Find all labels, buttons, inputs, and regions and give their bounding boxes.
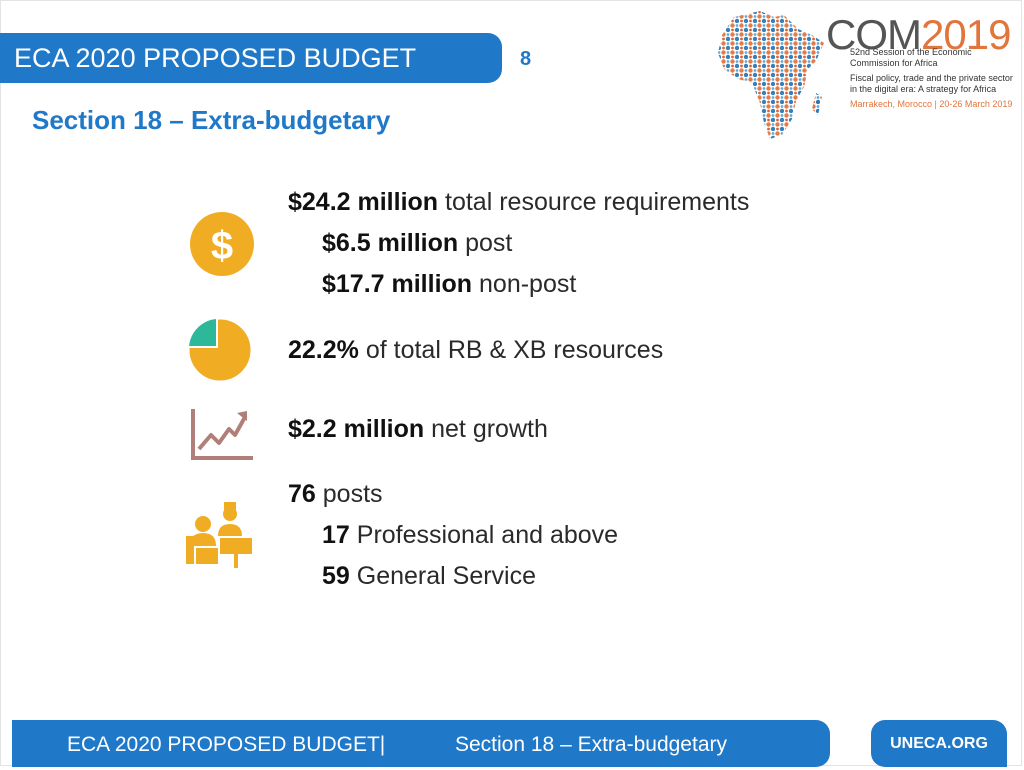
footer-section: Section 18 – Extra-budgetary bbox=[455, 733, 727, 756]
footer-title: ECA 2020 PROPOSED BUDGET| bbox=[67, 733, 386, 756]
growth-row: $2.2 million net growth bbox=[288, 415, 548, 443]
professional-posts-row: 17 Professional and above bbox=[322, 521, 619, 549]
posts-block: 76 posts 17 Professional and above 59 Ge… bbox=[288, 474, 618, 597]
total-posts-row: 76 posts bbox=[288, 480, 383, 508]
nonpost-resources-row: $17.7 million non-post bbox=[322, 270, 577, 298]
pie-chart-icon bbox=[186, 317, 252, 382]
com2019-logo: COM2019 52nd Session of the Economic Com… bbox=[712, 5, 1022, 145]
post-resources-row: $6.5 million post bbox=[322, 229, 513, 257]
com-wordmark: COM2019 bbox=[826, 11, 1011, 58]
africa-map-icon bbox=[718, 11, 824, 139]
session-text: 52nd Session of the Economic Commission … bbox=[850, 47, 972, 68]
svg-text:$: $ bbox=[211, 224, 233, 268]
uneca-link[interactable]: UNECA.ORG bbox=[871, 720, 1007, 767]
page-number: 8 bbox=[520, 48, 532, 70]
growth-chart-icon bbox=[191, 409, 253, 460]
theme-text: Fiscal policy, trade and the private sec… bbox=[850, 73, 1013, 94]
slide-title: ECA 2020 PROPOSED BUDGET bbox=[0, 33, 502, 83]
growth-block: $2.2 million net growth bbox=[288, 409, 548, 450]
share-row: 22.2% of total RB & XB resources bbox=[288, 336, 664, 364]
location-text: Marrakech, Morocco | 20-26 March 2019 bbox=[850, 99, 1013, 109]
share-block: 22.2% of total RB & XB resources bbox=[288, 330, 663, 371]
section-heading: Section 18 – Extra-budgetary bbox=[32, 105, 391, 135]
total-resources-row: $24.2 million total resource requirement… bbox=[288, 188, 750, 216]
resources-block: $24.2 million total resource requirement… bbox=[288, 182, 749, 305]
footer-bar: ECA 2020 PROPOSED BUDGET| Section 18 – E… bbox=[12, 720, 830, 767]
dollar-coin-icon: $ bbox=[190, 212, 254, 276]
staff-icon bbox=[186, 502, 252, 568]
general-posts-row: 59 General Service bbox=[322, 562, 537, 590]
